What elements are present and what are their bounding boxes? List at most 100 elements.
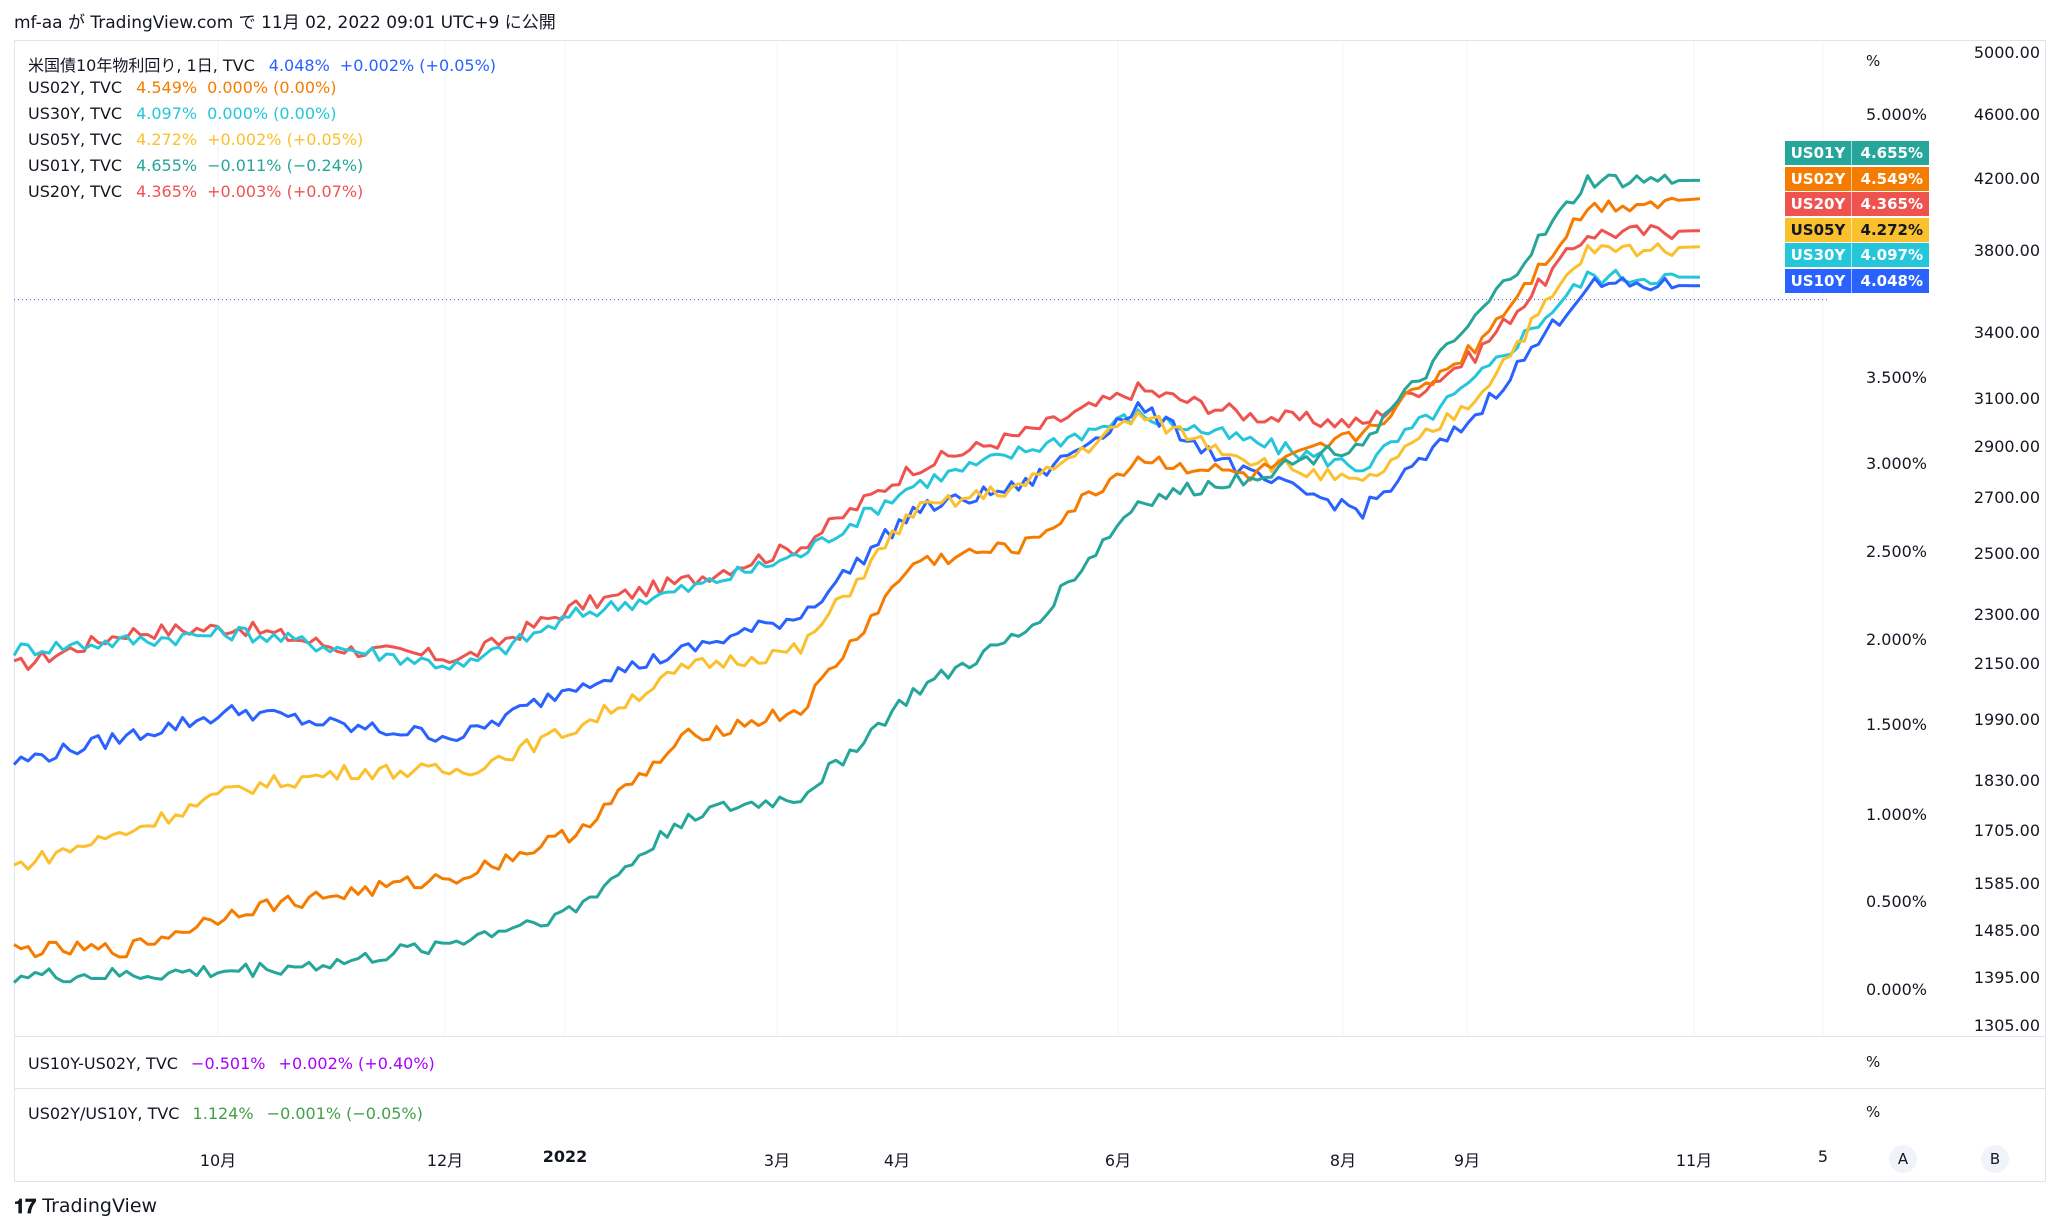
price-badge: US30Y 4.097%: [1785, 243, 1929, 267]
legend-series-value: 4.655%: [136, 156, 198, 175]
chart-frame: [14, 40, 2046, 1182]
legend-series-name: US20Y, TVC: [28, 182, 123, 201]
footer: 𝟏𝟕 TradingView: [14, 1194, 157, 1218]
auto-scale-button[interactable]: A: [1889, 1145, 1917, 1173]
x-tick-label: 6月: [1104, 1151, 1132, 1170]
series-line-us30y[interactable]: [12, 268, 1701, 671]
legend-series-value: 4.549%: [136, 78, 198, 97]
x-tick-label: 2022: [542, 1147, 588, 1166]
legend-row[interactable]: US30Y, TVC 4.097% 0.000% (0.00%): [28, 104, 342, 123]
y-price-tick-label: 1395.00: [1974, 968, 2040, 987]
y-pct-tick-label: 1.500%: [1866, 715, 1927, 734]
legend-series-name: US02Y, TVC: [28, 78, 123, 97]
tradingview-logo-icon: 𝟏𝟕: [14, 1194, 37, 1218]
price-badge-symbol: US30Y: [1790, 246, 1846, 264]
y-price-tick-label: 2900.00: [1974, 437, 2040, 456]
y-pct-tick-label: 3.500%: [1866, 368, 1927, 387]
price-badge-symbol: US02Y: [1790, 169, 1846, 188]
legend-series-name: 米国債10年物利回り, 1日, TVC: [28, 56, 255, 75]
legend-series-value: 4.097%: [136, 104, 198, 123]
x-tick-label: 11月: [1675, 1151, 1713, 1170]
x-tick-label: 8月: [1329, 1151, 1357, 1170]
y-price-tick-label: 1585.00: [1974, 874, 2040, 893]
price-badge-value: 4.549%: [1851, 166, 1929, 191]
price-badge-value: 4.272%: [1851, 217, 1929, 242]
price-badge: US01Y 4.655%: [1785, 141, 1929, 165]
legend-series-change: −0.011% (−0.24%): [207, 156, 364, 175]
ratio-value: 1.124%: [192, 1104, 254, 1123]
y-pct-tick-label: 1.000%: [1866, 805, 1927, 824]
y-price-tick-label: 2500.00: [1974, 544, 2040, 563]
scale-b-button[interactable]: B: [1981, 1145, 2009, 1173]
y-price-tick-label: 1990.00: [1974, 710, 2040, 729]
y-price-tick-label: 5000.00: [1974, 43, 2040, 62]
price-badge-value: 4.655%: [1851, 141, 1929, 165]
x-tick-label: 9月: [1453, 1151, 1481, 1170]
legend-row[interactable]: US20Y, TVC 4.365% +0.003% (+0.07%): [28, 182, 369, 201]
series-line-us02y[interactable]: [13, 196, 1701, 959]
main-unit-label: %: [1866, 52, 1881, 70]
spread-legend: US10Y-US02Y, TVC −0.501% +0.002% (+0.40%…: [28, 1054, 435, 1073]
legend-series-value: 4.272%: [136, 130, 198, 149]
series-line-us05y[interactable]: [13, 242, 1701, 871]
legend-series-change: +0.003% (+0.07%): [207, 182, 364, 201]
x-tick-label: 10月: [199, 1151, 237, 1170]
legend-series-change: 0.000% (0.00%): [207, 78, 337, 97]
legend-series-change: 0.000% (0.00%): [207, 104, 337, 123]
legend-series-name: US30Y, TVC: [28, 104, 123, 123]
price-badge: US20Y 4.365%: [1785, 192, 1929, 216]
price-badge-value: 4.365%: [1851, 192, 1929, 216]
legend-series-change: +0.002% (+0.05%): [339, 56, 497, 75]
ratio-unit: %: [1866, 1103, 1881, 1121]
price-badge-value: 4.048%: [1851, 268, 1929, 293]
series-line-us01y[interactable]: [12, 173, 1700, 984]
y-price-tick-label: 3100.00: [1974, 389, 2040, 408]
x-tick-label: 5: [1817, 1147, 1829, 1166]
y-price-tick-label: 4200.00: [1974, 169, 2040, 188]
legend-row[interactable]: US05Y, TVC 4.272% +0.002% (+0.05%): [28, 130, 369, 149]
x-tick-label: 4月: [883, 1151, 911, 1170]
legend-series-name: US01Y, TVC: [28, 156, 123, 175]
publish-header: mf-aa が TradingView.com で 11月 02, 2022 0…: [14, 13, 556, 33]
y-price-tick-label: 1830.00: [1974, 771, 2040, 790]
spread-value: −0.501%: [191, 1054, 266, 1073]
ratio-name: US02Y/US10Y, TVC: [28, 1104, 180, 1123]
legend-row[interactable]: US01Y, TVC 4.655% −0.011% (−0.24%): [28, 156, 369, 175]
footer-brand: TradingView: [42, 1195, 158, 1217]
price-badge-symbol: US05Y: [1790, 220, 1846, 239]
y-pct-tick-label: 5.000%: [1866, 105, 1927, 124]
spread-change: +0.002% (+0.40%): [278, 1054, 435, 1073]
legend-row[interactable]: 米国債10年物利回り, 1日, TVC 4.048% +0.002% (+0.05%…: [28, 52, 502, 76]
y-price-tick-label: 3800.00: [1974, 241, 2040, 260]
y-pct-tick-label: 2.000%: [1866, 630, 1927, 649]
price-badge-symbol: US20Y: [1790, 195, 1846, 213]
x-tick-label: 12月: [426, 1151, 464, 1170]
series-line-us20y[interactable]: [13, 224, 1701, 671]
spread-pane[interactable]: [14, 1036, 2046, 1088]
ratio-legend: US02Y/US10Y, TVC 1.124% −0.001% (−0.05%): [28, 1104, 423, 1123]
price-badge: US02Y 4.549%: [1785, 166, 1929, 191]
price-badge-symbol: US10Y: [1790, 271, 1846, 290]
spread-name: US10Y-US02Y, TVC: [28, 1054, 178, 1073]
y-price-tick-label: 1305.00: [1974, 1016, 2040, 1035]
spread-unit: %: [1866, 1053, 1881, 1071]
y-price-tick-label: 2700.00: [1974, 488, 2040, 507]
legend-series-name: US05Y, TVC: [28, 130, 123, 149]
y-price-tick-label: 1485.00: [1974, 921, 2040, 940]
y-price-tick-label: 3400.00: [1974, 323, 2040, 342]
y-pct-tick-label: 2.500%: [1866, 542, 1927, 561]
legend-row[interactable]: US02Y, TVC 4.549% 0.000% (0.00%): [28, 78, 342, 97]
legend-series-value: 4.365%: [136, 182, 198, 201]
price-badge-value: 4.097%: [1851, 243, 1929, 267]
y-price-tick-label: 4600.00: [1974, 105, 2040, 124]
y-pct-tick-label: 3.000%: [1866, 454, 1927, 473]
y-pct-tick-label: 0.500%: [1866, 892, 1927, 911]
price-badge-symbol: US01Y: [1790, 144, 1846, 162]
series-line-us10y[interactable]: [12, 276, 1700, 766]
price-badge: US10Y 4.048%: [1785, 268, 1929, 293]
legend-series-change: +0.002% (+0.05%): [207, 130, 364, 149]
x-tick-label: 3月: [763, 1151, 791, 1170]
price-badge: US05Y 4.272%: [1785, 217, 1929, 242]
ratio-pane[interactable]: [14, 1088, 2046, 1140]
